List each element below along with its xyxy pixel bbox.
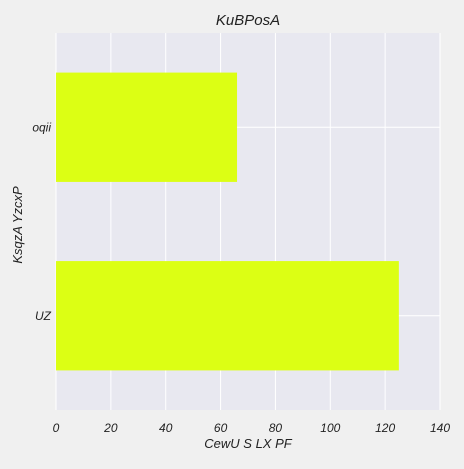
x-tick-label: 100 <box>320 421 340 435</box>
x-tick-label: 60 <box>214 421 228 435</box>
y-tick-label: UZ <box>35 309 52 323</box>
bars <box>56 72 399 371</box>
x-tick-label: 0 <box>53 421 60 435</box>
x-axis-label: CewU S LX PF <box>204 436 292 451</box>
x-tick-label: 140 <box>430 421 450 435</box>
x-tick-label: 40 <box>159 421 173 435</box>
y-tick-label: oqii <box>32 120 51 134</box>
y-axis-label: KsqzA YzcxP <box>10 186 25 264</box>
bar-uz <box>56 261 399 371</box>
bar-oqii <box>56 72 238 182</box>
y-tick-labels: UZ oqii <box>32 120 51 323</box>
x-tick-label: 80 <box>269 421 283 435</box>
x-tick-labels: 0 20 40 60 80 100 120 140 <box>53 421 451 435</box>
x-tick-label: 120 <box>375 421 395 435</box>
chart-title: KuBPosA <box>216 12 280 29</box>
x-tick-label: 20 <box>103 421 118 435</box>
